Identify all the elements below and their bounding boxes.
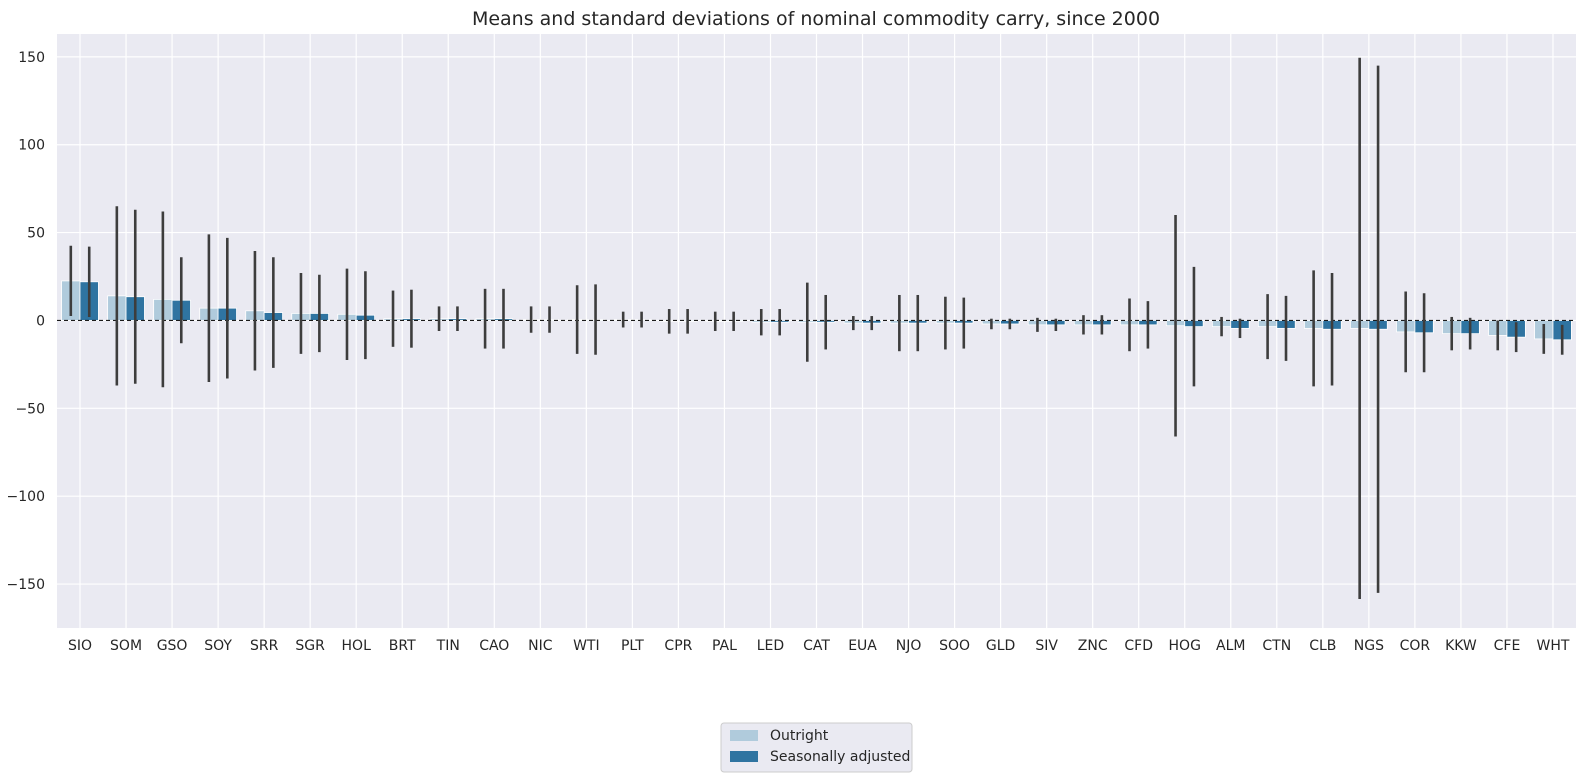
y-tick-label: 150 [18, 50, 45, 66]
error-bars [69, 57, 1564, 600]
x-tick-label-cpr: CPR [664, 638, 692, 654]
x-tick-label-alm: ALM [1216, 638, 1245, 654]
legend-swatch-outright [730, 730, 758, 741]
x-tick-label-sio: SIO [68, 638, 92, 654]
legend-box [720, 722, 913, 773]
x-tick-label-brt: BRT [389, 638, 416, 654]
y-tick-label: −50 [15, 401, 45, 417]
x-tick-label-hol: HOL [342, 638, 372, 654]
x-tick-label-ngs: NGS [1354, 638, 1384, 654]
chart-title: Means and standard deviations of nominal… [472, 8, 1160, 30]
legend-label-outright: Outright [770, 728, 829, 744]
x-tick-label-cao: CAO [479, 638, 509, 654]
x-tick-label-hog: HOG [1169, 638, 1201, 654]
y-tick-label: 0 [36, 313, 45, 329]
x-tick-label-soo: SOO [939, 638, 970, 654]
x-tick-label-znc: ZNC [1078, 638, 1108, 654]
x-tick-label-led: LED [757, 638, 784, 654]
y-tick-label: −100 [7, 489, 45, 505]
y-axis-ticks: 150 100 50 0 −50 −100 −150 [7, 50, 45, 593]
x-tick-label-sgr: SGR [295, 638, 325, 654]
x-tick-label-gld: GLD [986, 638, 1015, 654]
x-tick-label-nic: NIC [528, 638, 553, 654]
x-tick-label-pal: PAL [712, 638, 737, 654]
x-tick-label-srr: SRR [250, 638, 279, 654]
x-tick-label-cor: COR [1400, 638, 1431, 654]
x-tick-label-soy: SOY [204, 638, 232, 654]
x-tick-label-tin: TIN [436, 638, 460, 654]
x-tick-label-eua: EUA [848, 638, 877, 654]
x-tick-label-ctn: CTN [1262, 638, 1291, 654]
y-tick-label: 100 [18, 138, 45, 154]
x-tick-label-wht: WHT [1537, 638, 1570, 654]
y-tick-label: −150 [7, 577, 45, 593]
x-tick-label-som: SOM [110, 638, 142, 654]
grid [57, 34, 1576, 628]
x-tick-label-wti: WTI [573, 638, 600, 654]
legend-swatch-seasonally-adjusted [730, 751, 758, 762]
y-tick-label: 50 [27, 226, 45, 242]
x-tick-label-cfd: CFD [1124, 638, 1153, 654]
x-tick-label-gso: GSO [157, 638, 188, 654]
x-tick-label-siv: SIV [1035, 638, 1058, 654]
legend-label-seasonally-adjusted: Seasonally adjusted [770, 749, 910, 765]
legend: Outright Seasonally adjusted [720, 722, 913, 773]
x-axis-ticks: SIO SOM GSO SOY SRR SGR HOL BRT TIN CAO NIC WTI PLT C… [68, 638, 1570, 654]
x-tick-label-plt: PLT [621, 638, 644, 654]
x-tick-label-njo: NJO [896, 638, 922, 654]
x-tick-label-kkw: KKW [1445, 638, 1477, 654]
x-tick-label-cfe: CFE [1494, 638, 1521, 654]
x-tick-label-clb: CLB [1309, 638, 1336, 654]
x-tick-label-cat: CAT [803, 638, 830, 654]
